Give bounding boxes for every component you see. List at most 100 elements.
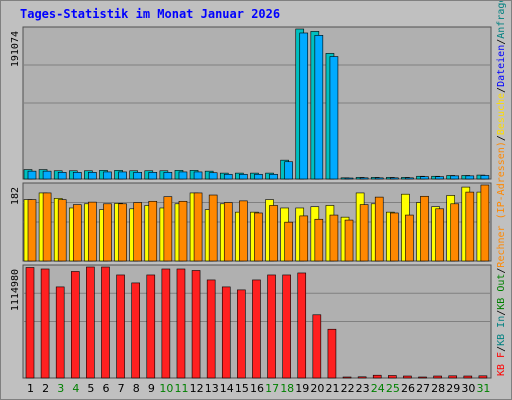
bar-kb-f-day-26	[403, 375, 412, 379]
bar-kb-f-day-21	[327, 328, 337, 379]
bar-besuche-day-8	[133, 202, 142, 262]
x-tick-day-19: 19	[295, 382, 309, 395]
bar-besuche-day-7	[118, 203, 127, 262]
bar-kb-f-day-20	[312, 314, 322, 379]
bar-besuche-day-23	[359, 204, 369, 262]
bar-kb-f-day-7	[116, 274, 125, 379]
bar-kb-f-day-10	[161, 268, 171, 379]
bar-dateien-day-28	[435, 176, 444, 180]
bar-kb-f-day-16	[252, 279, 261, 379]
legend-entry-0: KB F	[496, 352, 507, 376]
y-max-label-middle: 182	[10, 187, 21, 205]
x-tick-day-8: 8	[133, 382, 140, 395]
bar-kb-f-day-23	[357, 376, 367, 379]
bar-dateien-day-23	[359, 177, 369, 180]
bar-kb-f-day-12	[191, 270, 201, 379]
x-tick-day-28: 28	[431, 382, 445, 395]
bar-kb-f-day-15	[237, 289, 246, 379]
x-tick-day-10: 10	[159, 382, 173, 395]
bar-dateien-day-9	[148, 172, 158, 180]
panel-middle: 182	[10, 182, 492, 262]
bar-besuche-day-14	[223, 202, 233, 262]
bar-kb-f-day-2	[40, 268, 50, 379]
bar-dateien-day-2	[42, 170, 52, 180]
x-tick-day-29: 29	[446, 382, 460, 395]
bar-dateien-day-21	[329, 56, 339, 180]
x-tick-day-18: 18	[280, 382, 294, 395]
bar-besuche-day-15	[239, 200, 248, 262]
bar-kb-f-day-5	[86, 266, 95, 379]
bar-kb-f-day-4	[70, 271, 80, 379]
bar-besuche-day-10	[163, 196, 173, 262]
bar-besuche-day-25	[390, 212, 399, 262]
bar-besuche-day-9	[148, 200, 158, 262]
bar-dateien-day-25	[390, 177, 399, 180]
bar-besuche-day-29	[450, 203, 460, 262]
bar-besuche-day-26	[405, 214, 414, 262]
x-tick-day-9: 9	[148, 382, 155, 395]
bar-kb-f-day-9	[146, 274, 156, 379]
bar-besuche-day-2	[42, 192, 52, 262]
bar-kb-f-day-17	[267, 274, 276, 379]
bar-besuche-day-13	[208, 194, 218, 262]
bar-kb-f-day-29	[448, 375, 458, 379]
legend-entry-8: Besuche	[496, 93, 507, 135]
x-tick-day-1: 1	[27, 382, 34, 395]
bar-kb-f-day-1	[25, 267, 35, 379]
x-tick-day-14: 14	[220, 382, 234, 395]
bar-kb-f-day-3	[55, 286, 65, 379]
bar-dateien-day-14	[223, 173, 233, 180]
legend-entry-2: KB In	[496, 316, 507, 346]
bar-dateien-day-12	[193, 171, 203, 180]
x-tick-day-25: 25	[386, 382, 400, 395]
legend-entry-3: /	[496, 310, 507, 316]
bar-dateien-day-15	[239, 173, 248, 180]
bar-kb-f-day-11	[176, 268, 186, 379]
x-tick-day-2: 2	[42, 382, 49, 395]
legend-entry-11: /	[496, 39, 507, 45]
bar-kb-f-day-19	[297, 272, 307, 379]
x-tick-day-20: 20	[310, 382, 324, 395]
bar-dateien-day-30	[465, 175, 475, 180]
bar-kb-f-day-18	[282, 274, 291, 379]
bar-dateien-day-22	[344, 177, 354, 180]
bar-besuche-day-24	[374, 196, 384, 262]
x-tick-day-26: 26	[401, 382, 415, 395]
bar-besuche-day-22	[344, 219, 354, 262]
chart-title: Tages-Statistik im Monat Januar 2026	[20, 7, 281, 21]
bar-dateien-day-20	[314, 35, 324, 180]
bar-dateien-day-13	[208, 172, 218, 180]
y-max-label-top: 191074	[10, 31, 21, 67]
bar-besuche-day-19	[299, 215, 309, 262]
x-tick-day-7: 7	[118, 382, 125, 395]
bar-besuche-day-16	[254, 212, 263, 262]
bar-kb-f-day-13	[206, 279, 216, 379]
bar-dateien-day-16	[254, 173, 263, 180]
legend-entry-7: /	[496, 135, 507, 141]
x-tick-day-31: 31	[476, 382, 490, 395]
bar-kb-f-day-24	[372, 374, 382, 379]
bar-dateien-day-17	[269, 173, 278, 180]
x-tick-day-4: 4	[72, 382, 79, 395]
bar-dateien-day-10	[163, 172, 173, 180]
bar-besuche-day-6	[103, 203, 112, 262]
bar-dateien-day-7	[118, 171, 127, 180]
x-tick-day-13: 13	[205, 382, 219, 395]
x-tick-day-21: 21	[325, 382, 339, 395]
bar-besuche-day-20	[314, 218, 324, 262]
legend-entry-10: Dateien	[496, 45, 507, 87]
x-tick-day-11: 11	[175, 382, 189, 395]
legend-entry-1: /	[496, 346, 507, 352]
bar-besuche-day-28	[435, 208, 444, 262]
bar-dateien-day-11	[178, 171, 188, 180]
bar-dateien-day-4	[72, 172, 82, 180]
bar-kb-f-day-22	[342, 376, 352, 379]
bar-besuche-day-12	[193, 192, 203, 262]
bar-besuche-day-30	[465, 191, 475, 262]
bar-besuche-day-18	[284, 221, 293, 262]
x-tick-day-5: 5	[87, 382, 94, 395]
x-tick-day-15: 15	[235, 382, 249, 395]
bar-dateien-day-3	[57, 172, 67, 180]
legend-entry-4: KB Out	[496, 274, 507, 310]
bar-besuche-day-11	[178, 200, 188, 262]
